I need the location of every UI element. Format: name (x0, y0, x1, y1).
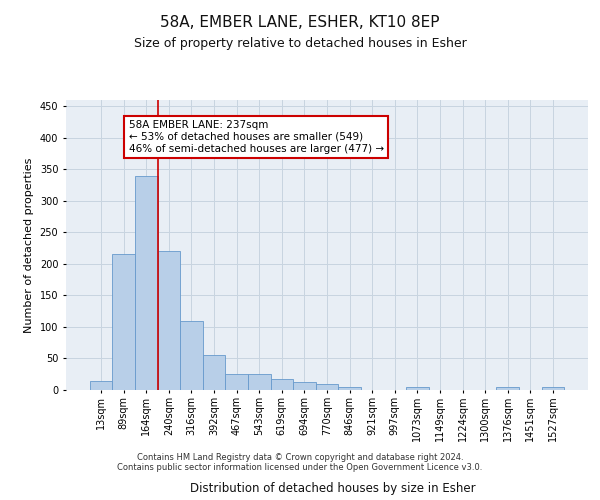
Bar (135, 176, 158, 390)
Text: Contains HM Land Registry data © Crown copyright and database right 2024.
Contai: Contains HM Land Registry data © Crown c… (118, 453, 482, 472)
Bar (226, 374, 248, 390)
Bar (203, 356, 226, 390)
Text: 58A EMBER LANE: 237sqm
← 53% of detached houses are smaller (549)
46% of semi-de: 58A EMBER LANE: 237sqm ← 53% of detached… (128, 120, 384, 154)
Bar (338, 387, 361, 390)
Bar (180, 320, 203, 390)
Text: Distribution of detached houses by size in Esher: Distribution of detached houses by size … (190, 482, 476, 495)
Bar (496, 387, 519, 390)
Bar (112, 254, 135, 390)
Text: Size of property relative to detached houses in Esher: Size of property relative to detached ho… (134, 38, 466, 51)
Bar (90, 380, 112, 390)
Y-axis label: Number of detached properties: Number of detached properties (24, 158, 34, 332)
Text: 58A, EMBER LANE, ESHER, KT10 8EP: 58A, EMBER LANE, ESHER, KT10 8EP (160, 15, 440, 30)
Bar (542, 387, 564, 390)
Bar (406, 387, 428, 390)
Bar (248, 374, 271, 390)
Bar (316, 384, 338, 390)
Bar (271, 378, 293, 390)
Bar (158, 252, 180, 390)
Bar (293, 382, 316, 390)
